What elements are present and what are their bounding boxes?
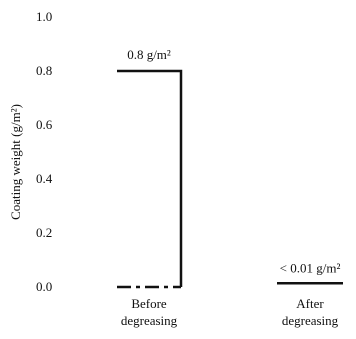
y-axis-ticks: 0.0 0.2 0.4 0.6 0.8 1.0: [36, 9, 53, 294]
category-label: Before degreasing: [121, 296, 178, 328]
data-label: 0.8 g/m²: [127, 47, 171, 62]
bar-marks: [117, 69, 343, 289]
y-tick-label: 0.2: [36, 225, 52, 240]
y-tick-label: 0.0: [36, 279, 52, 294]
category-label: After degreasing: [282, 296, 339, 328]
y-tick-label: 0.6: [36, 117, 53, 132]
bar-before-degreasing: [117, 69, 183, 287]
data-label: < 0.01 g/m²: [280, 260, 341, 275]
y-tick-label: 0.8: [36, 63, 52, 78]
y-axis-title: Coating weight (g/m²): [8, 104, 23, 220]
category-labels: Before degreasing After degreasing: [121, 296, 339, 328]
y-tick-label: 1.0: [36, 9, 52, 24]
data-labels: 0.8 g/m² < 0.01 g/m²: [127, 47, 340, 275]
y-tick-label: 0.4: [36, 171, 53, 186]
